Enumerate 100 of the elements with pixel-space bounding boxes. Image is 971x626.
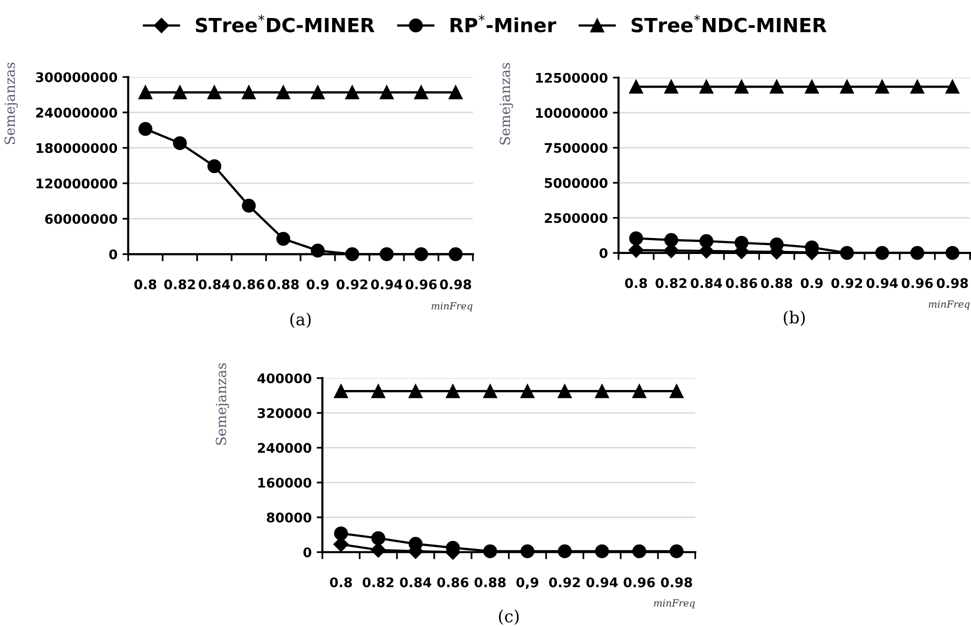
x-tick-label: 0.98 xyxy=(440,279,472,290)
point xyxy=(380,247,394,262)
x-tick-label: 0.8 xyxy=(330,577,352,588)
point xyxy=(446,384,460,398)
point xyxy=(408,384,423,398)
x-tick-label: 0.82 xyxy=(656,278,686,288)
point xyxy=(520,544,534,558)
y-tick-label: 240000000 xyxy=(36,108,118,118)
x-tick-label: 0,9 xyxy=(516,577,538,590)
x-tick-label: 0.92 xyxy=(549,577,580,588)
point xyxy=(770,80,784,94)
point xyxy=(448,247,463,262)
point xyxy=(207,85,222,100)
y-axis-title: Semejanzas xyxy=(500,62,514,144)
legend-label: RP$^{*}$-Miner xyxy=(450,14,556,32)
point xyxy=(670,384,684,398)
point xyxy=(804,80,819,94)
point xyxy=(734,236,748,250)
text: (a) xyxy=(290,312,311,328)
x-tick-label: 0.86 xyxy=(726,278,758,288)
y-axis-title: Semejanzas xyxy=(4,62,18,144)
x-tick-label: 0.96 xyxy=(624,577,655,588)
x-tick-label: 0.94 xyxy=(586,577,618,588)
legend-label: STree$^{*}$NDC-MINER xyxy=(632,14,826,32)
y-tick-label: 60000000 xyxy=(45,214,118,224)
point xyxy=(345,247,360,262)
point xyxy=(138,122,152,136)
y-tick-label: 10000000 xyxy=(536,108,608,118)
point xyxy=(276,85,290,100)
x-tick-label: 0.84 xyxy=(198,279,230,290)
x-axis-title: minFreq xyxy=(432,302,472,312)
x-tick-label: 0.98 xyxy=(660,577,692,588)
point xyxy=(520,384,534,398)
x-tick-label: 0.98 xyxy=(936,278,968,288)
x-tick-label: 0.82 xyxy=(362,577,394,588)
y-tick-label: 240000 xyxy=(258,442,312,453)
point xyxy=(380,85,394,100)
point xyxy=(840,80,854,94)
point xyxy=(670,544,684,558)
point xyxy=(448,85,463,100)
point xyxy=(242,85,256,100)
x-tick-label: 0.8 xyxy=(625,278,647,288)
y-tick-label: 320000 xyxy=(258,408,312,418)
point xyxy=(310,85,325,100)
point xyxy=(207,159,222,174)
x-tick-label: 0.88 xyxy=(761,278,792,288)
x-tick-label: 0.9 xyxy=(306,279,329,290)
point xyxy=(632,384,646,398)
point xyxy=(345,85,360,100)
point xyxy=(629,80,644,94)
x-tick-label: 0.82 xyxy=(164,279,196,290)
text: (c) xyxy=(498,610,519,625)
x-axis-title: minFreq xyxy=(928,300,970,310)
x-tick-label: 0.86 xyxy=(437,577,468,588)
y-tick-label: 0 xyxy=(600,248,608,258)
x-tick-label: 0.92 xyxy=(336,279,368,290)
point xyxy=(334,526,348,540)
point xyxy=(875,246,890,260)
point xyxy=(699,234,714,248)
x-tick-label: 0.92 xyxy=(831,278,862,288)
x-tick-label: 0.94 xyxy=(371,279,402,290)
x-tick-label: 0.84 xyxy=(690,278,722,288)
point xyxy=(632,544,646,558)
point xyxy=(172,85,187,100)
point xyxy=(414,85,428,100)
text: (b) xyxy=(784,310,805,326)
point xyxy=(558,384,572,398)
x-tick-label: 0.88 xyxy=(268,279,299,290)
point xyxy=(483,544,498,558)
point xyxy=(734,80,748,94)
point xyxy=(414,247,428,262)
x-tick-label: 0.84 xyxy=(400,577,432,588)
y-tick-label: 0 xyxy=(303,547,312,558)
point xyxy=(946,80,960,94)
point xyxy=(371,531,386,546)
y-axis-title: Semejanzas xyxy=(216,363,230,445)
y-tick-label: 2500000 xyxy=(544,213,608,224)
point xyxy=(664,233,678,247)
x-tick-label: 0.8 xyxy=(134,279,156,290)
x-axis-title: minFreq xyxy=(654,599,695,609)
point xyxy=(595,544,609,558)
x-tick-label: 0.9 xyxy=(800,278,823,288)
point xyxy=(483,384,498,398)
y-tick-label: 120000000 xyxy=(36,178,118,188)
point xyxy=(770,238,784,252)
y-tick-label: 12500000 xyxy=(536,72,608,83)
point xyxy=(699,80,714,94)
y-tick-label: 400000 xyxy=(257,373,312,384)
point xyxy=(371,384,386,398)
y-tick-label: 5000000 xyxy=(544,178,608,188)
point xyxy=(595,384,609,398)
point xyxy=(629,231,644,246)
y-tick-label: 160000 xyxy=(258,478,312,488)
point xyxy=(946,246,960,260)
x-tick-label: 0.94 xyxy=(866,278,898,288)
point xyxy=(910,80,924,94)
x-tick-label: 0.96 xyxy=(406,279,437,290)
y-tick-label: 80000 xyxy=(266,512,312,523)
y-tick-label: 300000000 xyxy=(36,72,118,82)
point xyxy=(310,244,325,258)
